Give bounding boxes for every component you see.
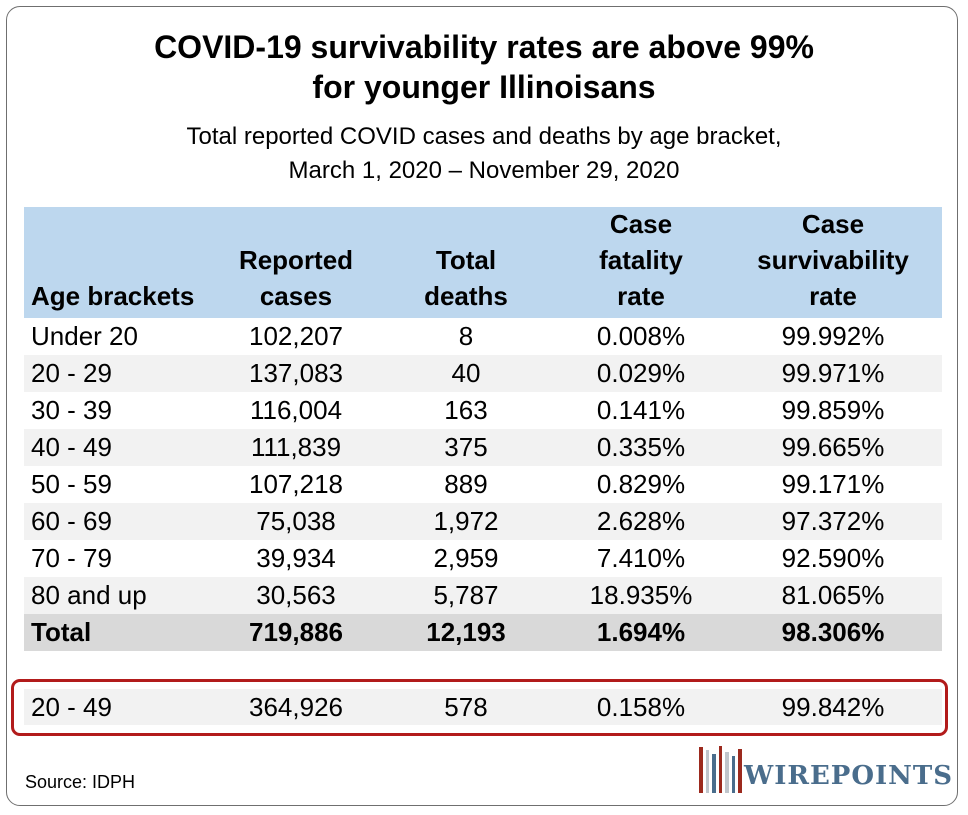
table-row: 70 - 79 39,934 2,959 7.410% 92.590% (24, 540, 942, 577)
header-case-fatality-rate: Case fatality rate (556, 206, 726, 314)
highlight-row: 20 - 49 364,926 578 0.158% 99.842% (24, 689, 942, 725)
table-body: Under 20 102,207 8 0.008% 99.992% 20 - 29 137,… (24, 318, 942, 651)
header-case-survivability-rate: Case survivability rate (733, 206, 933, 314)
chart-title: COVID-19 survivability rates are above 9… (0, 27, 968, 107)
total-deaths-cell: 375 (444, 432, 488, 462)
reported-cases-cell: 39,934 (256, 543, 336, 573)
header-text: Total (435, 245, 497, 275)
total-deaths-cell: 12,193 (426, 617, 506, 647)
header-text: Reported (238, 245, 354, 275)
logo-text: WIREPOINTS (744, 761, 954, 791)
table-header: Age brackets Reported cases Total deaths… (24, 207, 942, 318)
fatality-rate-cell: 0.008% (596, 321, 686, 351)
age-bracket-cell: 20 - 29 (31, 358, 112, 388)
age-bracket-cell: 60 - 69 (31, 506, 112, 536)
survivability-rate-cell: 99.971% (781, 358, 885, 388)
fatality-rate-cell: 0.335% (596, 432, 686, 462)
fatality-rate-cell: 0.029% (596, 358, 686, 388)
header-text: cases (259, 281, 333, 311)
age-bracket-cell: 70 - 79 (31, 543, 112, 573)
age-bracket-cell: Total (31, 617, 92, 647)
survivability-rate-cell: 99.665% (781, 432, 885, 462)
total-deaths-cell: 889 (444, 469, 488, 499)
reported-cases-cell: 137,083 (249, 358, 343, 388)
header-text: rate (809, 281, 857, 311)
fatality-rate-cell: 2.628% (596, 506, 686, 536)
header-reported-cases: Reported cases (221, 242, 371, 314)
total-deaths-cell: 40 (451, 358, 481, 388)
chart-subtitle: Total reported COVID cases and deaths by… (0, 120, 968, 188)
highlight-box (11, 679, 948, 736)
wirepoints-logo: WIREPOINTS (698, 744, 952, 796)
reported-cases-cell: 107,218 (249, 469, 343, 499)
age-bracket-cell: Under 20 (31, 321, 138, 351)
total-deaths-cell: 578 (444, 692, 488, 722)
age-bracket-cell: 30 - 39 (31, 395, 112, 425)
fatality-rate-cell: 7.410% (596, 543, 686, 573)
reported-cases-cell: 102,207 (249, 321, 343, 351)
table-row: 40 - 49 111,839 375 0.335% 99.665% (24, 429, 942, 466)
total-row: Total 719,886 12,193 1.694% 98.306% (24, 614, 942, 651)
survivability-rate-cell: 97.372% (781, 506, 885, 536)
header-text: Age brackets (31, 281, 195, 311)
source-note: Source: IDPH (25, 772, 136, 792)
age-bracket-cell: 50 - 59 (31, 469, 112, 499)
reported-cases-cell: 30,563 (256, 580, 336, 610)
age-bracket-cell: 80 and up (31, 580, 147, 610)
fatality-rate-cell: 0.829% (596, 469, 686, 499)
survivability-rate-cell: 99.992% (781, 321, 885, 351)
total-deaths-cell: 163 (444, 395, 488, 425)
reported-cases-cell: 364,926 (249, 692, 343, 722)
total-deaths-cell: 8 (458, 321, 474, 351)
chart-frame (6, 6, 958, 806)
header-text: Case (609, 209, 673, 239)
table-row: 20 - 29 137,083 40 0.029% 99.971% (24, 355, 942, 392)
survivability-rate-cell: 98.306% (781, 617, 885, 647)
table-row: Under 20 102,207 8 0.008% 99.992% (24, 318, 942, 355)
fatality-rate-cell: 18.935% (589, 580, 693, 610)
fatality-rate-cell: 0.158% (596, 692, 686, 722)
subtitle-line-2: March 1, 2020 – November 29, 2020 (288, 157, 680, 184)
table-row: 80 and up 30,563 5,787 18.935% 81.065% (24, 577, 942, 614)
survivability-rate-cell: 99.842% (781, 692, 885, 722)
table-row: 50 - 59 107,218 889 0.829% 99.171% (24, 466, 942, 503)
survivability-rate-cell: 99.171% (781, 469, 885, 499)
header-text: survivability (757, 245, 909, 275)
header-age-brackets: Age brackets (31, 278, 231, 314)
table-row: 30 - 39 116,004 163 0.141% 99.859% (24, 392, 942, 429)
total-deaths-cell: 5,787 (433, 580, 499, 610)
header-total-deaths: Total deaths (391, 242, 541, 314)
survivability-rate-cell: 92.590% (781, 543, 885, 573)
header-text: Case (801, 209, 865, 239)
header-text: rate (617, 281, 665, 311)
table-row: 60 - 69 75,038 1,972 2.628% 97.372% (24, 503, 942, 540)
survivability-rate-cell: 81.065% (781, 580, 885, 610)
title-line-2: for younger Illinoisans (312, 69, 656, 105)
wirepoints-logo-icon (699, 746, 742, 793)
header-text: fatality (599, 245, 683, 275)
total-deaths-cell: 2,959 (433, 543, 499, 573)
reported-cases-cell: 111,839 (250, 432, 342, 462)
total-deaths-cell: 1,972 (433, 506, 499, 536)
fatality-rate-cell: 0.141% (596, 395, 686, 425)
age-bracket-cell: 20 - 49 (31, 692, 112, 722)
reported-cases-cell: 719,886 (249, 617, 343, 647)
subtitle-line-1: Total reported COVID cases and deaths by… (186, 123, 782, 150)
title-line-1: COVID-19 survivability rates are above 9… (154, 29, 814, 65)
reported-cases-cell: 75,038 (256, 506, 336, 536)
fatality-rate-cell: 1.694% (596, 617, 686, 647)
age-bracket-cell: 40 - 49 (31, 432, 112, 462)
header-text: deaths (424, 281, 508, 311)
data-table: Age brackets Reported cases Total deaths… (24, 207, 942, 651)
reported-cases-cell: 116,004 (249, 395, 343, 425)
survivability-rate-cell: 99.859% (781, 395, 885, 425)
